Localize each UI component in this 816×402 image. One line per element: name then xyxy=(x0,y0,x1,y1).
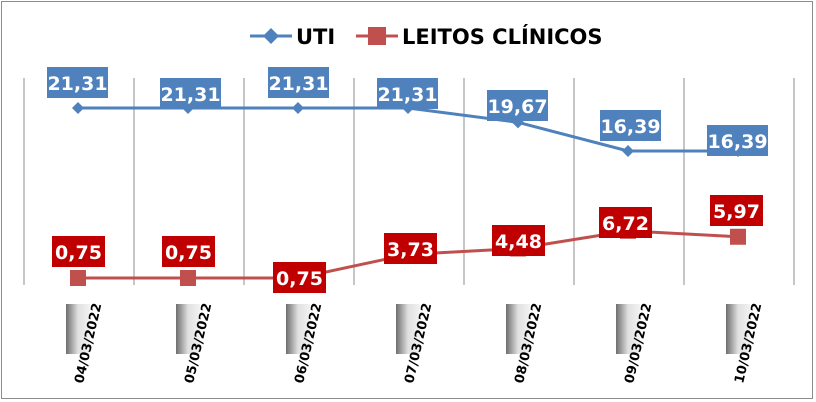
legend-label-uti: UTI xyxy=(296,25,335,49)
date-tick-background xyxy=(286,304,310,354)
legend-label-leitos-clinicos: LEITOS CLÍNICOS xyxy=(402,24,603,49)
date-tick-background xyxy=(616,304,640,354)
data-label-leitos-clinicos: 0,75 xyxy=(276,268,323,290)
legend-marker-uti xyxy=(263,28,279,44)
date-tick-background xyxy=(726,304,750,354)
data-label-uti: 16,39 xyxy=(600,116,660,138)
date-tick-background xyxy=(506,304,530,354)
data-label-leitos-clinicos-box xyxy=(492,225,545,256)
data-label-uti-box xyxy=(707,125,768,156)
data-label-leitos-clinicos-box xyxy=(52,236,105,267)
data-label-uti-box xyxy=(160,78,221,109)
data-label-leitos-clinicos-box xyxy=(162,236,215,267)
data-label-uti: 21,31 xyxy=(47,73,107,95)
data-point-leitos-clinicos xyxy=(730,228,746,245)
data-label-leitos-clinicos: 5,97 xyxy=(713,201,760,223)
data-point-leitos-clinicos xyxy=(70,270,86,286)
date-tick-background xyxy=(176,304,200,354)
data-point-uti xyxy=(292,102,304,114)
data-label-uti: 21,31 xyxy=(160,84,220,106)
data-label-leitos-clinicos: 6,72 xyxy=(602,213,649,235)
date-tick-background xyxy=(66,304,90,354)
data-label-leitos-clinicos-box xyxy=(710,195,763,226)
data-label-leitos-clinicos: 0,75 xyxy=(55,242,102,264)
data-point-uti xyxy=(72,102,84,114)
data-label-leitos-clinicos-box xyxy=(273,262,326,293)
date-tick-background xyxy=(396,304,420,354)
data-label-leitos-clinicos: 0,75 xyxy=(165,242,212,264)
data-label-uti: 19,67 xyxy=(487,96,547,118)
data-label-leitos-clinicos: 4,48 xyxy=(495,231,542,253)
data-label-uti-box xyxy=(487,90,548,121)
data-point-leitos-clinicos xyxy=(180,270,196,286)
data-label-uti: 21,31 xyxy=(268,73,328,95)
data-label-leitos-clinicos-box xyxy=(599,207,652,238)
data-label-uti: 21,31 xyxy=(377,84,437,106)
data-label-uti-box xyxy=(600,110,661,141)
data-point-uti xyxy=(622,145,634,158)
data-label-uti: 16,39 xyxy=(707,131,767,153)
data-label-uti-box xyxy=(268,67,329,98)
data-label-uti-box xyxy=(47,67,108,98)
data-label-uti-box xyxy=(377,78,438,109)
data-label-leitos-clinicos: 3,73 xyxy=(387,239,434,261)
data-label-leitos-clinicos-box xyxy=(384,233,437,264)
legend-marker-leitos-clinicos xyxy=(368,27,386,45)
